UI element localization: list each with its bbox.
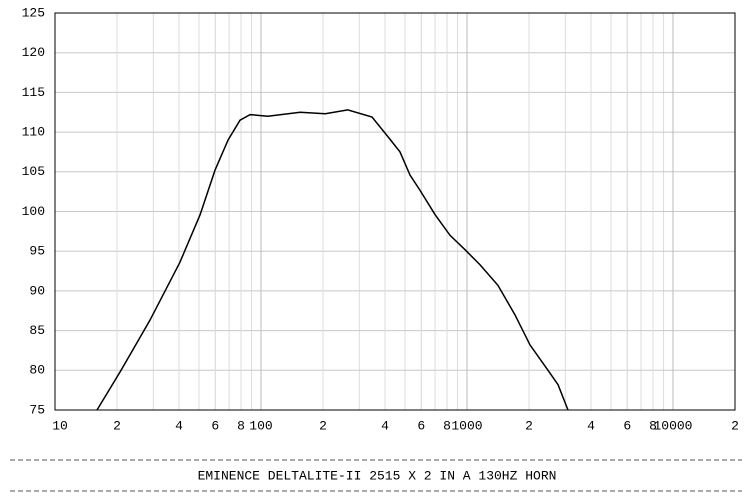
x-tick-label: 4 bbox=[587, 418, 595, 433]
x-tick-label: 2 bbox=[319, 418, 327, 433]
plot-frame bbox=[54, 12, 736, 411]
x-tick-label: 8 bbox=[649, 418, 657, 433]
chart-title: EMINENCE DELTALITE-II 2515 X 2 IN A 130H… bbox=[198, 468, 557, 483]
x-tick-label: 10 bbox=[52, 418, 68, 433]
x-tick-label: 6 bbox=[211, 418, 219, 433]
x-tick-label: 4 bbox=[175, 418, 183, 433]
x-tick-label: 2 bbox=[113, 418, 121, 433]
x-tick-label: 8 bbox=[443, 418, 451, 433]
y-tick-label: 85 bbox=[29, 323, 45, 338]
y-tick-label: 75 bbox=[29, 402, 45, 417]
x-tick-label: 8 bbox=[237, 418, 245, 433]
y-tick-label: 100 bbox=[22, 204, 45, 219]
x-tick-label: 6 bbox=[623, 418, 631, 433]
y-tick-label: 125 bbox=[22, 5, 45, 20]
x-tick-label: 1000 bbox=[451, 418, 482, 433]
y-tick-label: 95 bbox=[29, 244, 45, 259]
y-tick-label: 80 bbox=[29, 363, 45, 378]
x-tick-label: 100 bbox=[249, 418, 272, 433]
y-tick-label: 105 bbox=[22, 164, 45, 179]
x-tick-label: 2 bbox=[731, 418, 739, 433]
x-tick-label: 6 bbox=[417, 418, 425, 433]
y-tick-label: 115 bbox=[22, 85, 45, 100]
x-tick-label: 10000 bbox=[653, 418, 692, 433]
x-tick-label: 4 bbox=[381, 418, 389, 433]
y-tick-label: 120 bbox=[22, 45, 45, 60]
y-tick-label: 90 bbox=[29, 283, 45, 298]
y-tick-label: 110 bbox=[22, 125, 45, 140]
x-tick-label: 2 bbox=[525, 418, 533, 433]
response-curve bbox=[96, 109, 569, 411]
